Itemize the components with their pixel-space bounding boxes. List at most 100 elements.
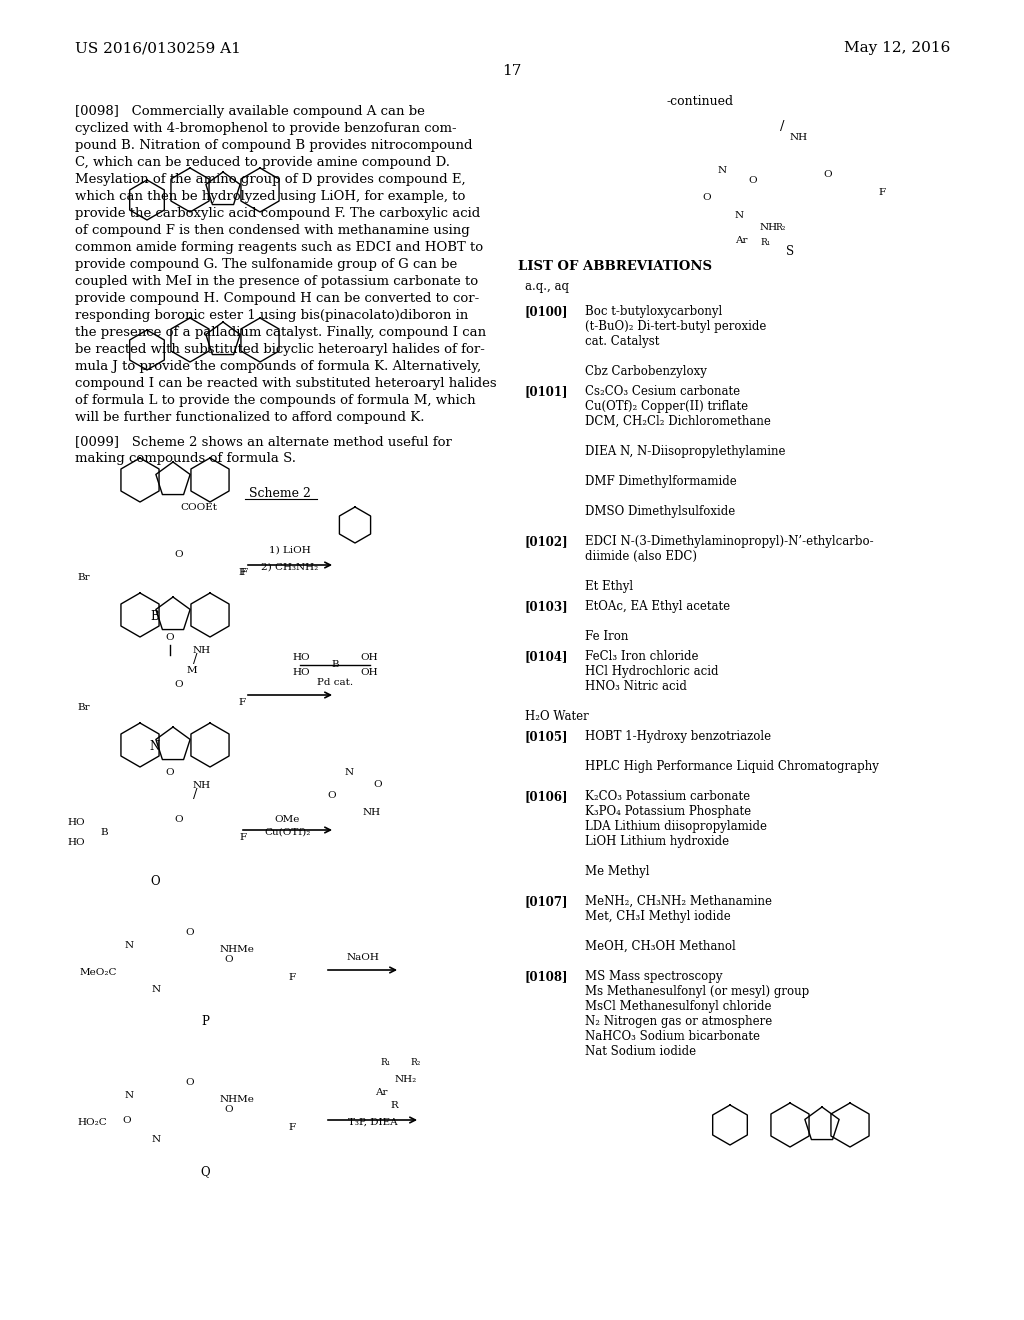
Text: MeOH, CH₃OH Methanol: MeOH, CH₃OH Methanol (585, 940, 736, 953)
Text: O: O (823, 170, 833, 180)
Text: Ar: Ar (735, 236, 748, 246)
Text: LDA Lithium diisopropylamide: LDA Lithium diisopropylamide (585, 820, 767, 833)
Text: MeNH₂, CH₃NH₂ Methanamine: MeNH₂, CH₃NH₂ Methanamine (585, 895, 772, 908)
Text: R₁: R₁ (380, 1059, 390, 1067)
Text: OH: OH (360, 653, 378, 663)
Text: EDCI N-(3-Dimethylaminopropyl)-N’-ethylcarbo-: EDCI N-(3-Dimethylaminopropyl)-N’-ethylc… (585, 535, 873, 548)
Text: O: O (702, 193, 711, 202)
Text: May 12, 2016: May 12, 2016 (844, 41, 950, 55)
Text: 1) LiOH: 1) LiOH (269, 546, 311, 554)
Text: -continued: -continued (667, 95, 733, 108)
Text: K₂CO₃ Potassium carbonate: K₂CO₃ Potassium carbonate (585, 789, 751, 803)
Text: NH: NH (193, 645, 211, 655)
Text: Nat Sodium iodide: Nat Sodium iodide (585, 1045, 696, 1059)
Text: F: F (288, 1123, 295, 1133)
Text: MS Mass spectroscopy: MS Mass spectroscopy (585, 970, 723, 983)
Text: N: N (152, 985, 161, 994)
Text: N: N (125, 941, 134, 950)
Text: HO: HO (68, 838, 85, 847)
Text: [0108]: [0108] (525, 970, 568, 983)
Text: N₂ Nitrogen gas or atmosphere: N₂ Nitrogen gas or atmosphere (585, 1015, 772, 1028)
Text: MeO₂C: MeO₂C (80, 968, 118, 977)
Text: F: F (238, 568, 245, 577)
Text: O: O (151, 875, 160, 888)
Text: F: F (878, 187, 885, 197)
Text: K₃PO₄ Potassium Phosphate: K₃PO₄ Potassium Phosphate (585, 805, 752, 818)
Text: NH: NH (760, 223, 778, 232)
Text: O: O (327, 791, 336, 800)
Text: R₂: R₂ (775, 223, 785, 232)
Text: Cs₂CO₃ Cesium carbonate: Cs₂CO₃ Cesium carbonate (585, 385, 740, 399)
Text: NHMe: NHMe (220, 945, 255, 954)
Text: Br: Br (78, 704, 90, 711)
Text: [0105]: [0105] (525, 730, 568, 743)
Text: DIEA N, N-Diisopropylethylamine: DIEA N, N-Diisopropylethylamine (585, 445, 785, 458)
Text: EtOAc, EA Ethyl acetate: EtOAc, EA Ethyl acetate (585, 601, 730, 612)
Text: O: O (122, 1115, 131, 1125)
Text: T₃P, DIEA: T₃P, DIEA (348, 1118, 397, 1127)
Text: O: O (224, 954, 233, 964)
Text: [0107]: [0107] (525, 895, 568, 908)
Text: O: O (748, 176, 757, 185)
Text: Et Ethyl: Et Ethyl (585, 579, 633, 593)
Text: NH₂: NH₂ (395, 1074, 417, 1084)
Text: 17: 17 (503, 63, 521, 78)
Text: [0106]: [0106] (525, 789, 568, 803)
Text: Fe Iron: Fe Iron (585, 630, 629, 643)
Text: [0102]: [0102] (525, 535, 568, 548)
Text: N: N (125, 1092, 134, 1100)
Text: diimide (also EDC): diimide (also EDC) (585, 550, 697, 564)
Text: B: B (100, 828, 108, 837)
Text: O: O (166, 634, 174, 642)
Text: /: / (193, 788, 198, 801)
Text: [0103]: [0103] (525, 601, 568, 612)
Text: Pd cat.: Pd cat. (317, 678, 353, 686)
Text: HOBT 1-Hydroxy benzotriazole: HOBT 1-Hydroxy benzotriazole (585, 730, 771, 743)
Text: N: N (150, 741, 160, 752)
Text: NH: NH (362, 808, 381, 817)
Text: N: N (345, 768, 354, 777)
Text: DMF Dimethylformamide: DMF Dimethylformamide (585, 475, 736, 488)
Text: B: B (331, 660, 339, 669)
Text: DMSO Dimethylsulfoxide: DMSO Dimethylsulfoxide (585, 506, 735, 517)
Text: Boc t-butyloxycarbonyl: Boc t-butyloxycarbonyl (585, 305, 722, 318)
Text: N: N (735, 211, 744, 220)
Text: [0098]   Commercially available compound A can be
cyclized with 4-bromophenol to: [0098] Commercially available compound A… (75, 106, 497, 424)
Text: H₂O Water: H₂O Water (525, 710, 589, 723)
Text: HPLC High Performance Liquid Chromatography: HPLC High Performance Liquid Chromatogra… (585, 760, 879, 774)
Text: F: F (240, 568, 247, 577)
Text: Ar: Ar (375, 1088, 387, 1097)
Text: F: F (238, 698, 245, 708)
Text: HO: HO (68, 818, 85, 828)
Text: NH: NH (193, 781, 211, 789)
Text: FeCl₃ Iron chloride: FeCl₃ Iron chloride (585, 649, 698, 663)
Text: R: R (390, 1101, 397, 1110)
Text: HO: HO (293, 653, 310, 663)
Text: O: O (185, 928, 194, 937)
Text: [0100]: [0100] (525, 305, 568, 318)
Text: MsCl Methanesulfonyl chloride: MsCl Methanesulfonyl chloride (585, 1001, 771, 1012)
Text: Cu(OTf)₂: Cu(OTf)₂ (264, 828, 310, 837)
Text: NaHCO₃ Sodium bicarbonate: NaHCO₃ Sodium bicarbonate (585, 1030, 760, 1043)
Text: OMe: OMe (274, 814, 300, 824)
Text: Q: Q (200, 1166, 210, 1177)
Text: O: O (175, 814, 183, 824)
Text: NaOH: NaOH (346, 953, 379, 962)
Text: N: N (152, 1135, 161, 1144)
Text: NHMe: NHMe (220, 1096, 255, 1104)
Text: COOEt: COOEt (180, 503, 217, 512)
Text: O: O (373, 780, 382, 789)
Text: M: M (187, 667, 198, 675)
Text: O: O (224, 1105, 233, 1114)
Text: O: O (175, 550, 183, 558)
Text: P: P (201, 1015, 209, 1028)
Text: NH: NH (790, 133, 808, 143)
Text: S: S (786, 246, 794, 257)
Text: cat. Catalyst: cat. Catalyst (585, 335, 659, 348)
Text: a.q., aq: a.q., aq (525, 280, 569, 293)
Text: HCl Hydrochloric acid: HCl Hydrochloric acid (585, 665, 719, 678)
Text: HNO₃ Nitric acid: HNO₃ Nitric acid (585, 680, 687, 693)
Text: O: O (175, 680, 183, 689)
Text: F: F (288, 973, 295, 982)
Text: HO: HO (293, 668, 310, 677)
